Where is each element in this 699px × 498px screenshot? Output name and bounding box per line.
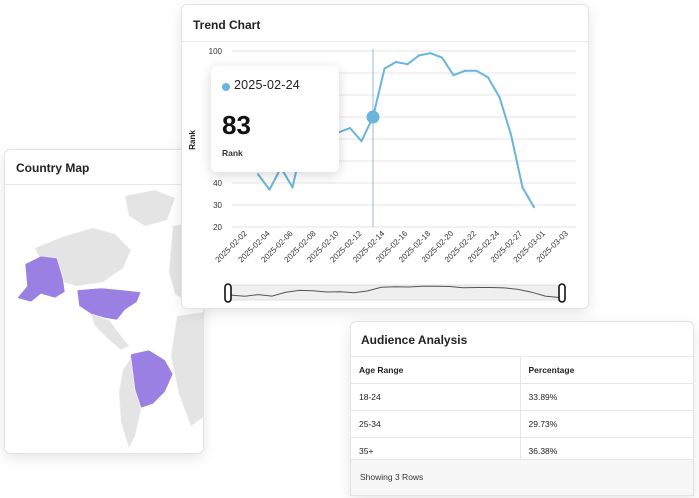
tooltip-label: Rank [222,148,243,158]
data-point [383,67,386,70]
data-point [464,69,466,72]
slider-left-handle[interactable] [224,283,232,303]
cell-age-range: 18-24 [351,383,520,411]
column-header-age-range[interactable]: Age Range [351,357,520,384]
table-footer: Showing 3 Rows [351,459,693,495]
y-tick-label: 20 [213,223,222,232]
data-point [475,69,478,72]
data-point [291,186,294,189]
slider-right-handle[interactable] [558,283,566,303]
data-point [487,76,489,79]
data-point [418,54,420,57]
column-header-percentage[interactable]: Percentage [519,357,693,384]
zoom-slider[interactable] [224,283,566,303]
trend-chart-title: Trend Chart [182,5,588,42]
audience-analysis-card: Audience Analysis Age Range Percentage 1… [350,321,694,496]
map-region-usa [76,287,142,321]
cell-age-range: 25-34 [351,410,520,438]
tooltip-series-dot [222,83,230,91]
trend-chart-card: Trend Chart 1009080706050403020 2025-02-… [181,4,589,309]
map-region-south-america [118,357,142,449]
world-map[interactable] [5,186,204,454]
y-tick-label: 30 [213,201,222,210]
tooltip-value: 83 [222,110,251,140]
table-row[interactable]: 18-24 33.89% [351,383,693,411]
data-point [498,96,501,99]
data-point [257,173,259,176]
slider-preview-line [230,285,560,298]
country-map-card: Country Map [4,149,204,454]
cell-percentage: 33.89% [519,383,693,411]
country-map-title: Country Map [5,150,203,185]
data-point [429,52,432,55]
data-point [510,133,512,136]
audience-table: Age Range Percentage 18-24 33.89% 25-34 … [351,357,693,465]
data-point [441,56,443,59]
data-point [349,127,351,129]
audience-analysis-title: Audience Analysis [351,322,693,357]
chart-tooltip: 2025-02-24 83 Rank [211,66,339,172]
highlight-point [366,110,380,124]
data-point [452,74,455,77]
map-region-africa [170,311,203,427]
map-region-alaska [16,255,66,303]
data-point [521,186,524,189]
cell-percentage: 29.73% [519,410,693,438]
table-row[interactable]: 25-34 29.73% [351,410,693,438]
data-point [268,188,271,191]
data-point [533,206,535,209]
table-header-row: Age Range Percentage [351,357,693,384]
y-tick-label: 100 [209,47,223,56]
data-point [406,63,409,66]
y-axis-label: Rank [188,130,197,150]
tooltip-date: 2025-02-24 [234,78,300,92]
trend-chart[interactable]: 1009080706050403020 2025-02-022025-02-04… [182,5,589,309]
map-region-mexico [90,313,130,351]
map-region-greenland [124,189,176,227]
y-tick-label: 40 [213,179,222,188]
data-point [395,61,397,63]
data-point [360,140,363,143]
